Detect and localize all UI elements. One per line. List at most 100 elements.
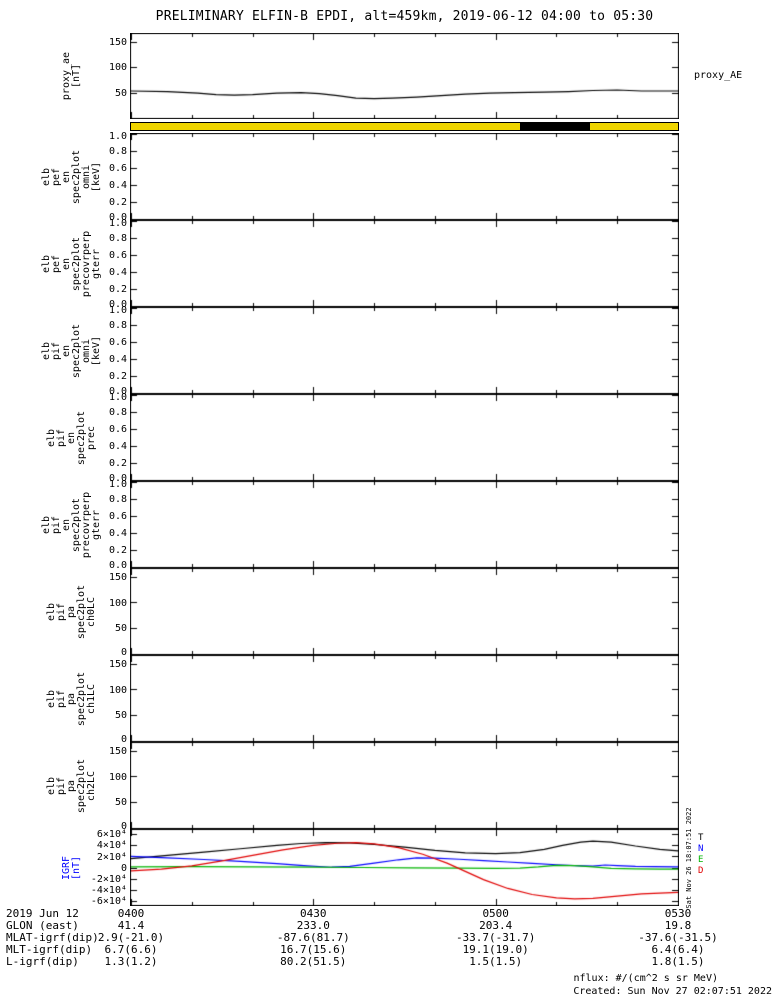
- y-tick-label: 0: [120, 821, 127, 832]
- y-tick-label: 4×10⁴: [96, 840, 127, 852]
- footer-value: 41.4: [117, 919, 145, 932]
- y-tick-label: 0.2: [108, 545, 127, 556]
- chart-canvas-elb-pif-en-prec: [130, 394, 679, 481]
- side-timestamp: Sat Nov 26 18:07:51 2022: [685, 807, 693, 909]
- y-tick-label: 100: [108, 597, 127, 609]
- y-tick-label: 100: [108, 62, 127, 74]
- y-tick-label: 150: [108, 658, 127, 670]
- right-label-proxy-ae: proxy_AE: [694, 70, 743, 81]
- footer-value: -33.7(-31.7): [455, 931, 536, 944]
- y-tick-label: 1.0: [108, 392, 127, 403]
- footer-row-label: L-igrf(dip): [6, 955, 79, 968]
- y-tick-label: 0.2: [108, 284, 127, 295]
- chart-canvas-proxy-ae: [130, 33, 679, 119]
- y-tick-label: 1.0: [108, 479, 127, 490]
- panel-elb-pif-pa-ch1lc: [130, 655, 679, 742]
- y-tick-label: 150: [108, 745, 127, 757]
- panel-elb-pif-pa-ch0lc: [130, 568, 679, 655]
- footer-value: 0530: [664, 907, 692, 920]
- y-tick-label: 1.0: [108, 131, 127, 142]
- nflux-unit-note: nflux: #/(cm^2 s sr MeV): [573, 973, 719, 984]
- y-tick-label: 0.0: [108, 299, 127, 310]
- footer-value: 19.1(19.0): [462, 943, 529, 956]
- y-tick-label: 0.4: [108, 354, 127, 365]
- y-tick-label: 0.2: [108, 197, 127, 208]
- status-strip: [130, 122, 679, 131]
- footer-value: 0400: [117, 907, 145, 920]
- y-tick-label: 0: [120, 647, 127, 658]
- chart-canvas-elb-pif-pa-ch0lc: [130, 568, 679, 655]
- footer-value: 1.3(1.2): [104, 955, 158, 968]
- footer-value: 2.9(-21.0): [97, 931, 165, 944]
- legend-E: E: [698, 855, 704, 865]
- y-tick-label: 50: [114, 710, 127, 722]
- status-strip-segment: [519, 123, 590, 130]
- y-tick-label: 0: [120, 862, 127, 874]
- panel-elb-pef-en-precovrperp: [130, 220, 679, 307]
- panel-elb-pif-en-omni: [130, 307, 679, 394]
- footer-value: 6.4(6.4): [651, 943, 705, 956]
- panel-elb-pif-en-precovrperp: [130, 481, 679, 568]
- y-tick-label: -4×10⁴: [90, 884, 127, 896]
- y-tick-label: 1.0: [108, 218, 127, 229]
- y-tick-label: 0.4: [108, 441, 127, 452]
- chart-canvas-elb-pif-en-omni: [130, 307, 679, 394]
- footer-row-label: MLT-igrf(dip): [6, 943, 93, 956]
- footer-value: 0500: [482, 907, 509, 920]
- panel-elb-pif-pa-ch2lc: [130, 742, 679, 829]
- panel-igrf: [130, 829, 679, 906]
- y-tick-label: 100: [108, 684, 127, 696]
- y-tick-label: 50: [114, 797, 127, 809]
- y-tick-label: 0.0: [108, 473, 127, 484]
- y-tick-label: 150: [108, 571, 127, 583]
- footer-value: 1.5(1.5): [469, 955, 523, 968]
- chart-canvas-igrf: [130, 829, 679, 906]
- y-tick-label: 0.8: [108, 407, 127, 418]
- footer-value: 1.8(1.5): [651, 955, 705, 968]
- y-tick-label: 150: [108, 36, 127, 48]
- chart-canvas-elb-pif-en-precovrperp: [130, 481, 679, 568]
- y-tick-label: -2×10⁴: [90, 873, 127, 885]
- chart-canvas-elb-pef-en-precovrperp: [130, 220, 679, 307]
- legend-N: N: [698, 844, 704, 854]
- y-tick-label: 0.0: [108, 212, 127, 223]
- footer-value: -87.6(81.7): [276, 931, 350, 944]
- y-tick-label: 0.2: [108, 458, 127, 469]
- y-tick-label: 0.6: [108, 337, 127, 348]
- footer-row-label: MLAT-igrf(dip): [6, 931, 99, 944]
- y-tick-label: 6×10⁴: [96, 829, 127, 841]
- chart-canvas-elb-pif-pa-ch2lc: [130, 742, 679, 829]
- y-tick-label: 0.4: [108, 180, 127, 191]
- y-tick-label: 0.6: [108, 511, 127, 522]
- panel-proxy-ae: [130, 33, 679, 119]
- plot-title: PRELIMINARY ELFIN-B EPDI, alt=459km, 201…: [155, 9, 654, 24]
- y-tick-label: 0.4: [108, 267, 127, 278]
- legend-D: D: [698, 866, 704, 876]
- y-tick-label: 0.6: [108, 424, 127, 435]
- y-tick-label: -6×10⁴: [90, 895, 127, 907]
- y-tick-label: 0.6: [108, 250, 127, 261]
- y-tick-label: 0.6: [108, 163, 127, 174]
- footer-row-label: 2019 Jun 12: [6, 907, 79, 920]
- y-tick-label: 100: [108, 771, 127, 783]
- footer-value: 80.2(51.5): [280, 955, 347, 968]
- legend-T: T: [698, 833, 704, 843]
- y-tick-label: 50: [114, 87, 127, 99]
- y-tick-label: 1.0: [108, 305, 127, 316]
- y-tick-label: 50: [114, 623, 127, 635]
- footer-value: 6.7(6.6): [104, 943, 158, 956]
- y-tick-label: 0.8: [108, 320, 127, 331]
- y-tick-label: 0.0: [108, 386, 127, 397]
- y-tick-label: 0.2: [108, 371, 127, 382]
- footer-value: -37.6(-31.5): [638, 931, 718, 944]
- footer-value: 233.0: [296, 919, 330, 932]
- panel-elb-pef-en-omni: [130, 133, 679, 220]
- footer-value: 16.7(15.6): [280, 943, 347, 956]
- y-tick-label: 0.0: [108, 560, 127, 571]
- chart-canvas-elb-pef-en-omni: [130, 133, 679, 220]
- y-tick-label: 0.8: [108, 494, 127, 505]
- footer-value: 203.4: [479, 919, 513, 932]
- y-tick-label: 2×10⁴: [96, 851, 127, 863]
